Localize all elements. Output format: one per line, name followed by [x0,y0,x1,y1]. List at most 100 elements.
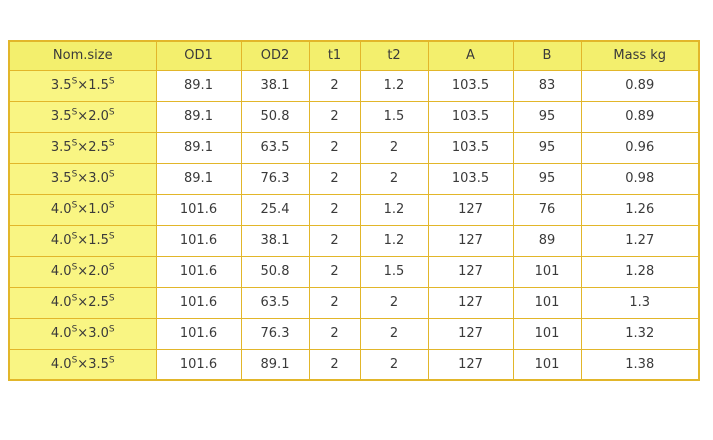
value-cell: 63.5 [240,131,310,164]
table-row: 4.0S×2.5S 101.6 63.5 2 2 127 101 1.3 [8,286,700,319]
times-sign: × [77,78,89,93]
superscript-mark: S [108,107,115,118]
times-sign: × [77,326,89,341]
value-cell: 1.2 [359,69,429,102]
superscript-mark: S [71,76,78,87]
value-cell: 2 [308,162,361,195]
value-cell: 101 [512,286,582,319]
superscript-mark: S [108,169,115,180]
superscript-mark: S [71,293,78,304]
nom-size-second: 2.0 [88,264,109,279]
nom-size-cell: 3.5S×2.0S [8,100,157,133]
column-header-mass-kg: Mass kg [580,40,700,71]
table-body: 3.5S×1.5S 89.1 38.1 2 1.2 103.5 83 0.89 3.5S×2.0… [8,69,700,381]
superscript-mark: S [108,231,115,242]
value-cell: 127 [427,317,514,350]
column-header-a: A [427,40,514,71]
nom-size-second: 3.0 [88,171,109,186]
value-cell: 89.1 [155,162,242,195]
superscript-mark: S [71,107,78,118]
nom-size-cell: 4.0S×2.5S [8,286,157,319]
nom-size-second: 1.5 [88,233,109,248]
table-row: 4.0S×2.0S 101.6 50.8 2 1.5 127 101 1.28 [8,255,700,288]
nom-size-cell: 4.0S×1.0S [8,193,157,226]
value-cell: 2 [359,131,429,164]
value-cell: 127 [427,193,514,226]
header-row: Nom.size OD1 OD2 t1 t2 A B Mass kg [8,40,700,71]
value-cell: 2 [359,317,429,350]
value-cell: 101 [512,348,582,381]
value-cell: 89 [512,224,582,257]
nom-size-cell: 4.0S×3.0S [8,317,157,350]
value-cell: 2 [308,131,361,164]
superscript-mark: S [108,324,115,335]
value-cell: 127 [427,224,514,257]
value-cell: 101.6 [155,224,242,257]
superscript-mark: S [71,324,78,335]
nom-size-cell: 3.5S×1.5S [8,69,157,102]
table-row: 3.5S×1.5S 89.1 38.1 2 1.2 103.5 83 0.89 [8,69,700,102]
nom-size-second: 2.5 [88,295,109,310]
table-row: 3.5S×3.0S 89.1 76.3 2 2 103.5 95 0.98 [8,162,700,195]
table-row: 4.0S×3.0S 101.6 76.3 2 2 127 101 1.32 [8,317,700,350]
nom-size-first: 3.5 [50,171,72,186]
value-cell: 2 [308,286,361,319]
value-cell: 101 [512,317,582,350]
value-cell: 2 [308,348,361,381]
superscript-mark: S [108,262,115,273]
value-cell: 38.1 [240,224,310,257]
column-header-nom-size: Nom.size [8,40,157,71]
value-cell: 101.6 [155,286,242,319]
column-header-t2: t2 [359,40,429,71]
times-sign: × [77,171,89,186]
value-cell: 101.6 [155,317,242,350]
value-cell: 1.5 [359,100,429,133]
value-cell: 95 [512,162,582,195]
table-row: 4.0S×1.5S 101.6 38.1 2 1.2 127 89 1.27 [8,224,700,257]
value-cell: 2 [308,69,361,102]
value-cell: 83 [512,69,582,102]
value-cell: 101 [512,255,582,288]
value-cell: 2 [308,224,361,257]
value-cell: 127 [427,255,514,288]
value-cell: 63.5 [240,286,310,319]
nom-size-first: 3.5 [50,78,72,93]
nom-size-second: 2.0 [88,109,109,124]
superscript-mark: S [71,355,78,366]
nom-size-second: 1.5 [88,78,109,93]
value-cell: 89.1 [155,131,242,164]
value-cell: 0.98 [580,162,700,195]
value-cell: 1.32 [580,317,700,350]
value-cell: 127 [427,348,514,381]
nom-size-first: 4.0 [50,295,72,310]
value-cell: 2 [308,100,361,133]
value-cell: 2 [359,286,429,319]
nom-size-first: 4.0 [50,233,72,248]
column-header-od1: OD1 [155,40,242,71]
value-cell: 0.96 [580,131,700,164]
table-row: 3.5S×2.0S 89.1 50.8 2 1.5 103.5 95 0.89 [8,100,700,133]
table-row: 3.5S×2.5S 89.1 63.5 2 2 103.5 95 0.96 [8,131,700,164]
value-cell: 101.6 [155,255,242,288]
superscript-mark: S [108,138,115,149]
nom-size-cell: 3.5S×3.0S [8,162,157,195]
value-cell: 1.38 [580,348,700,381]
value-cell: 95 [512,131,582,164]
nom-size-first: 3.5 [50,140,72,155]
superscript-mark: S [108,200,115,211]
times-sign: × [77,264,89,279]
value-cell: 103.5 [427,131,514,164]
value-cell: 2 [359,162,429,195]
value-cell: 1.5 [359,255,429,288]
value-cell: 2 [308,193,361,226]
nom-size-second: 2.5 [88,140,109,155]
value-cell: 76.3 [240,317,310,350]
nom-size-second: 3.0 [88,326,109,341]
times-sign: × [77,356,89,372]
nom-size-first: 4.0 [50,264,72,279]
value-cell: 2 [308,255,361,288]
times-sign: × [77,233,89,248]
value-cell: 1.3 [580,286,700,319]
nom-size-first: 4.0 [50,356,72,372]
value-cell: 76.3 [240,162,310,195]
